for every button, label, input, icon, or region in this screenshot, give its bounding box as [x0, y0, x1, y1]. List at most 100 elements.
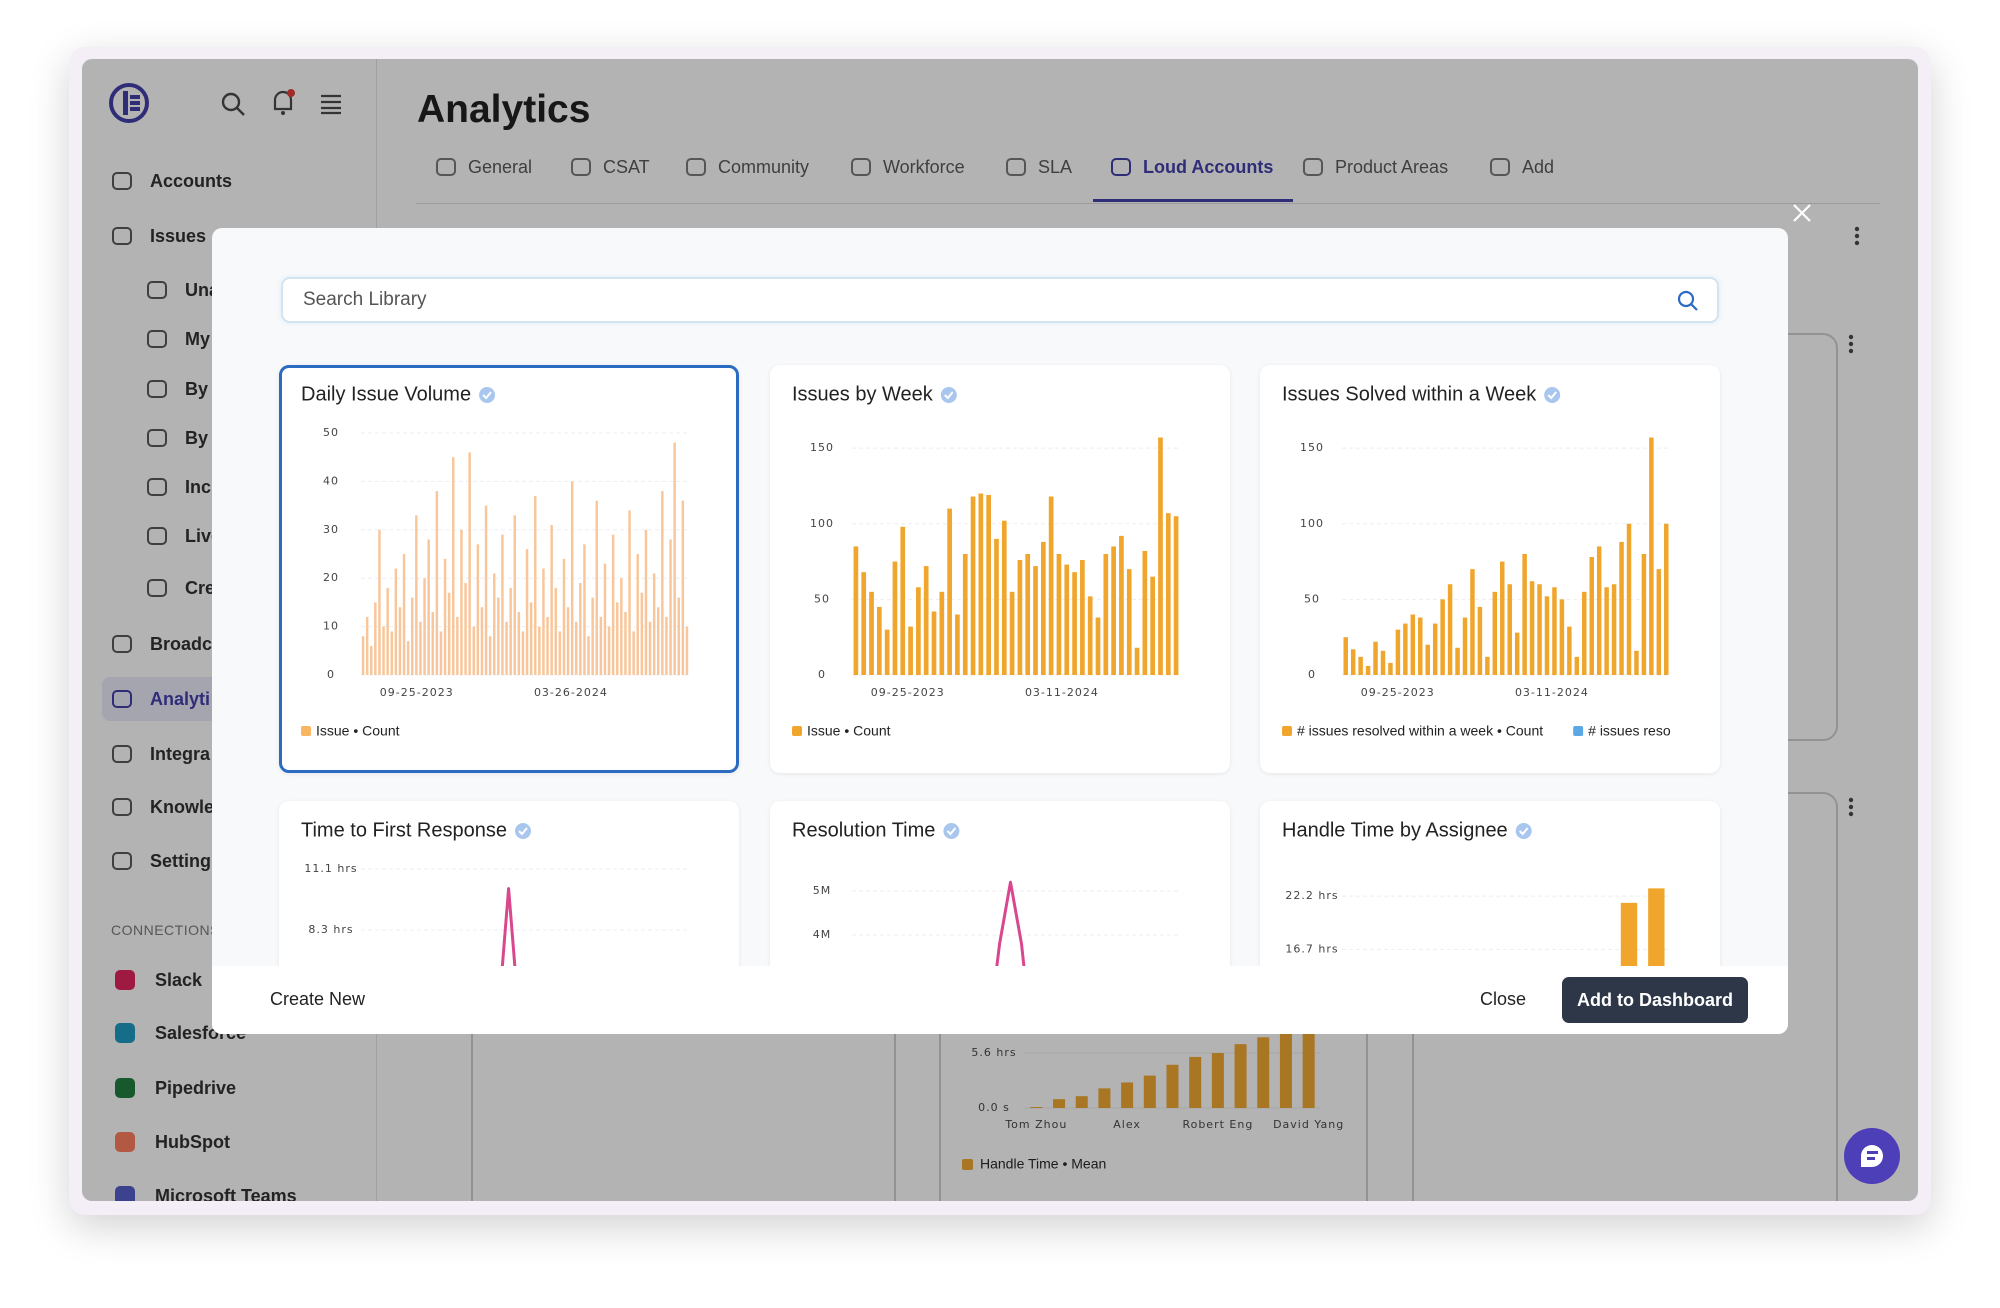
- tab[interactable]: Add: [1522, 157, 1555, 177]
- more-icon: [1848, 797, 1854, 803]
- nav-icon: [112, 172, 132, 190]
- bar: [1257, 1037, 1270, 1108]
- nav-item[interactable]: Broadc: [150, 634, 213, 654]
- bar: [1596, 546, 1602, 675]
- chat-button[interactable]: [1844, 1128, 1900, 1184]
- bar: [595, 500, 598, 675]
- bar: [681, 500, 685, 675]
- modal-close-icon[interactable]: [1792, 203, 1812, 223]
- bar: [1158, 437, 1163, 675]
- search-box[interactable]: Search Library: [281, 277, 1719, 323]
- connection-item[interactable]: Microsoft Teams: [155, 1186, 297, 1206]
- nav-item[interactable]: My: [185, 329, 211, 349]
- connection-item[interactable]: Slack: [155, 970, 203, 990]
- tab[interactable]: Product Areas: [1335, 157, 1449, 177]
- bar: [1507, 584, 1512, 675]
- y-tick-label: 50: [323, 426, 339, 439]
- more-icon: [1848, 811, 1854, 817]
- nav-icon: [112, 852, 132, 870]
- add-to-dashboard-button[interactable]: Add to Dashboard: [1562, 977, 1748, 1023]
- menu-icon[interactable]: [319, 92, 343, 116]
- bar: [575, 621, 578, 675]
- bar: [1343, 637, 1348, 675]
- tab[interactable]: General: [468, 157, 533, 177]
- bar: [550, 524, 553, 675]
- y-tick-label: 50: [1304, 592, 1320, 605]
- chart-card[interactable]: Resolution Time 5M 4M: [770, 801, 1230, 966]
- more-icon: [1854, 233, 1860, 239]
- nav-item[interactable]: By: [185, 428, 209, 448]
- x-tick-label: Robert Eng: [1182, 1118, 1253, 1131]
- y-tick-label: 5.6 hrs: [971, 1046, 1016, 1059]
- search-icon[interactable]: [220, 91, 246, 117]
- y-tick-label: 150: [1300, 441, 1324, 454]
- tab-icon: [1111, 158, 1131, 176]
- bar: [994, 538, 999, 675]
- bar: [970, 496, 976, 675]
- verified-check: [1518, 827, 1529, 836]
- tab[interactable]: Workforce: [883, 157, 965, 177]
- page-title: Analytics: [417, 88, 591, 131]
- nav-item[interactable]: Setting: [150, 851, 211, 871]
- nav-item[interactable]: Knowle: [150, 797, 215, 817]
- notifications-icon[interactable]: [269, 87, 297, 117]
- card-chart: Daily Issue Volume 0 10 20 30 40 50 09-25-2023 0…: [301, 383, 689, 739]
- nav-item[interactable]: Issues: [150, 226, 207, 246]
- bar: [669, 539, 672, 675]
- y-tick-label: 20: [323, 571, 339, 584]
- chart-card[interactable]: Handle Time by Assignee 22.2 hrs 16.7 hrs: [1260, 801, 1720, 966]
- tab-icon: [686, 158, 706, 176]
- bar: [1302, 1024, 1315, 1108]
- bar: [1380, 650, 1386, 675]
- bar: [1470, 569, 1475, 675]
- tab-icon: [1006, 158, 1026, 176]
- x-tick-label: 03-26-2024: [534, 686, 608, 699]
- nav-item[interactable]: Una: [185, 280, 220, 300]
- nav-item[interactable]: Inci: [185, 477, 217, 497]
- bar: [978, 493, 984, 675]
- nav-item[interactable]: Integra: [150, 744, 211, 764]
- y-tick-label: 0.0 s: [978, 1101, 1010, 1114]
- bar: [1559, 599, 1565, 675]
- chart-card[interactable]: Daily Issue Volume 0 10 20 30 40 50 09-25-2023 0…: [279, 365, 739, 773]
- nav-icon: [112, 798, 132, 816]
- y-tick-label: 100: [810, 517, 834, 530]
- bar: [1111, 546, 1116, 675]
- chart-card[interactable]: Issues by Week 0 50 100 150 09-25-2023 03-11-2…: [770, 365, 1230, 773]
- legend-label: Handle Time • Mean: [980, 1156, 1106, 1172]
- bar: [1009, 591, 1015, 675]
- legend-swatch: [792, 726, 802, 736]
- bar: [1033, 566, 1038, 675]
- nav-item[interactable]: Accounts: [150, 171, 233, 191]
- connection-icon: [115, 1078, 135, 1098]
- card-chart: Time to First Response 11.1 hrs 8.3 hrs: [301, 819, 689, 966]
- nav-icon: [147, 281, 167, 299]
- connection-item[interactable]: Pipedrive: [155, 1078, 237, 1098]
- chart-card[interactable]: Issues Solved within a Week 0 50 100 150 09-2…: [1260, 365, 1720, 773]
- y-tick-label: 50: [814, 592, 830, 605]
- bar: [665, 616, 668, 675]
- bar: [1462, 617, 1468, 675]
- close-button[interactable]: Close: [1480, 989, 1527, 1009]
- bar: [1410, 614, 1416, 675]
- nav-item[interactable]: Cre: [185, 578, 216, 598]
- library-modal: Search Library Daily Issue Volume 0 10 20 30…: [212, 228, 1788, 1034]
- tab[interactable]: Loud Accounts: [1143, 157, 1274, 177]
- tab[interactable]: Community: [718, 157, 810, 177]
- bar: [443, 558, 447, 675]
- y-tick-label: 8.3 hrs: [308, 923, 353, 936]
- nav-icon: [112, 745, 132, 763]
- bar: [1119, 535, 1124, 675]
- connection-item[interactable]: HubSpot: [155, 1132, 230, 1152]
- nav-item[interactable]: Analyti: [150, 689, 211, 709]
- bar: [1064, 564, 1070, 675]
- bar: [931, 611, 937, 675]
- bar: [562, 558, 566, 675]
- connection-icon: [115, 1132, 135, 1152]
- tab[interactable]: CSAT: [603, 157, 650, 177]
- x-tick-label: 09-25-2023: [380, 686, 454, 699]
- nav-item[interactable]: By: [185, 379, 209, 399]
- create-new-button[interactable]: Create New: [270, 989, 366, 1009]
- tab[interactable]: SLA: [1038, 157, 1073, 177]
- chart-card[interactable]: Time to First Response 11.1 hrs 8.3 hrs: [279, 801, 739, 966]
